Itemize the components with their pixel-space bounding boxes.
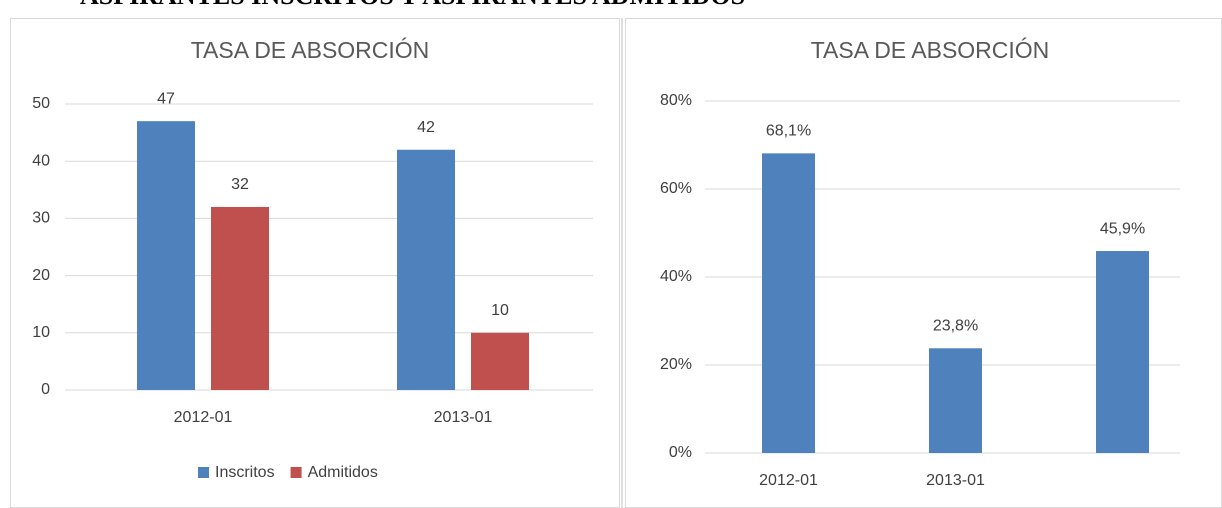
y-tick-label: 80% xyxy=(660,92,692,109)
data-label: 23,8% xyxy=(933,317,978,334)
x-tick-label: 2012-01 xyxy=(759,472,818,489)
x-tick-label: 2013-01 xyxy=(926,472,985,489)
bar xyxy=(929,348,982,453)
y-tick-label: 0% xyxy=(669,444,692,461)
chart-frame xyxy=(10,18,620,508)
bar xyxy=(471,332,529,390)
bar xyxy=(211,206,269,390)
data-label: 68,1% xyxy=(766,123,811,140)
chart-title: TASA DE ABSORCIÓN xyxy=(191,37,430,63)
legend-label: Admitidos xyxy=(308,464,378,481)
y-tick-label: 0 xyxy=(41,381,50,398)
y-tick-label: 30 xyxy=(32,210,50,227)
data-label: 10 xyxy=(491,302,509,319)
y-tick-label: 10 xyxy=(32,324,50,341)
chart-title: TASA DE ABSORCIÓN xyxy=(811,37,1050,63)
page-title: ASPIRANTES INSCRITOS Y ASPIRANTES ADMITI… xyxy=(80,0,745,10)
legend-swatch xyxy=(198,467,209,478)
data-label: 45,9% xyxy=(1100,220,1145,237)
data-label: 32 xyxy=(231,176,249,193)
x-tick-label: 2012-01 xyxy=(174,409,233,426)
y-tick-label: 40% xyxy=(660,268,692,285)
y-tick-label: 40 xyxy=(32,152,50,169)
x-tick-label: 2013-01 xyxy=(434,409,493,426)
y-tick-label: 50 xyxy=(32,95,50,112)
y-tick-label: 20 xyxy=(32,267,50,284)
bar xyxy=(137,121,195,390)
legend-swatch xyxy=(290,467,302,478)
data-label: 47 xyxy=(157,90,175,107)
y-tick-label: 60% xyxy=(660,180,692,197)
bar xyxy=(762,153,815,454)
data-label: 42 xyxy=(417,119,435,136)
legend-label: Inscritos xyxy=(215,464,275,481)
bar xyxy=(1096,251,1149,453)
bar xyxy=(397,149,455,390)
y-tick-label: 20% xyxy=(660,356,692,373)
